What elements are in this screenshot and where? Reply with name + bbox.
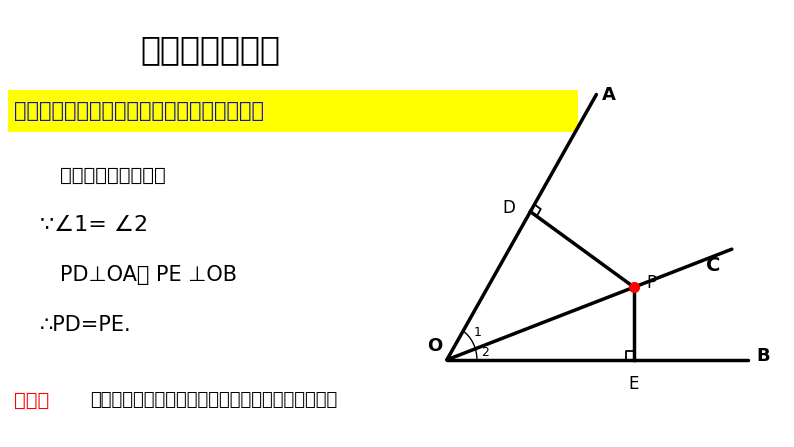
Text: 用符号语言表示为：: 用符号语言表示为： [60, 165, 166, 185]
Text: 2: 2 [481, 346, 489, 359]
Text: O: O [427, 337, 442, 355]
Text: E: E [628, 375, 638, 393]
Text: A: A [602, 85, 615, 104]
Text: ∵∠1= ∠2: ∵∠1= ∠2 [40, 215, 148, 235]
Text: 角平分线的性质: 角平分线的性质 [140, 34, 280, 67]
Text: 定理：角平分线上的点到角的两边的距离相等: 定理：角平分线上的点到角的两边的距离相等 [14, 101, 264, 121]
Bar [8, 90, 578, 132]
Text: B: B [756, 347, 770, 366]
Text: 1: 1 [474, 326, 482, 339]
Text: P: P [646, 274, 657, 292]
Text: 提示：: 提示： [14, 391, 49, 409]
Text: C: C [706, 257, 720, 275]
Text: ∴PD=PE.: ∴PD=PE. [40, 315, 132, 335]
Text: D: D [503, 199, 516, 217]
Text: 这个结论是经常用来证明两条线段相等的根据之一．: 这个结论是经常用来证明两条线段相等的根据之一． [90, 391, 337, 409]
Text: PD⊥OA， PE ⊥OB: PD⊥OA， PE ⊥OB [60, 265, 237, 285]
